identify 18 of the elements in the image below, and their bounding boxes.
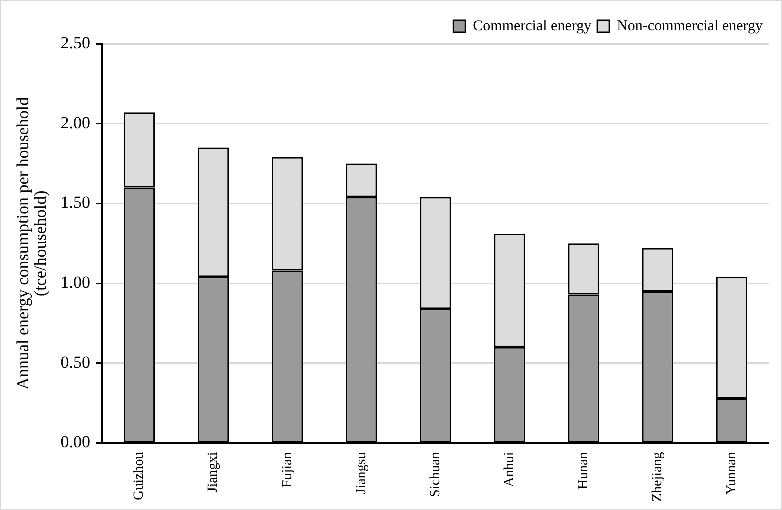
x-tick-label: Guizhou xyxy=(132,452,148,500)
x-tick-label: Hunan xyxy=(576,452,592,490)
x-tick-label: Jiangxi xyxy=(206,452,222,493)
y-tick-label: 0.50 xyxy=(60,352,90,372)
x-tick-label: Yunnan xyxy=(724,452,740,496)
legend-label: Non-commercial energy xyxy=(617,18,764,34)
y-tick-label: 0.00 xyxy=(60,432,90,452)
y-tick-label: 1.00 xyxy=(60,273,90,292)
x-tick-label: Anhui xyxy=(502,452,518,488)
legend-label: Commercial energy xyxy=(473,18,592,34)
x-tick-label: Zhejiang xyxy=(650,452,666,502)
y-tick-label: 2.00 xyxy=(60,113,90,132)
x-tick-label: Jiangsu xyxy=(354,452,370,494)
y-tick-label: 1.50 xyxy=(60,193,90,212)
y-tick-label: 2.50 xyxy=(60,33,90,52)
x-tick-label: Sichuan xyxy=(428,452,444,498)
x-tick-label: Fujian xyxy=(280,452,296,488)
y-axis-title: Annual energy consumption per household (tce/household) xyxy=(13,96,50,390)
